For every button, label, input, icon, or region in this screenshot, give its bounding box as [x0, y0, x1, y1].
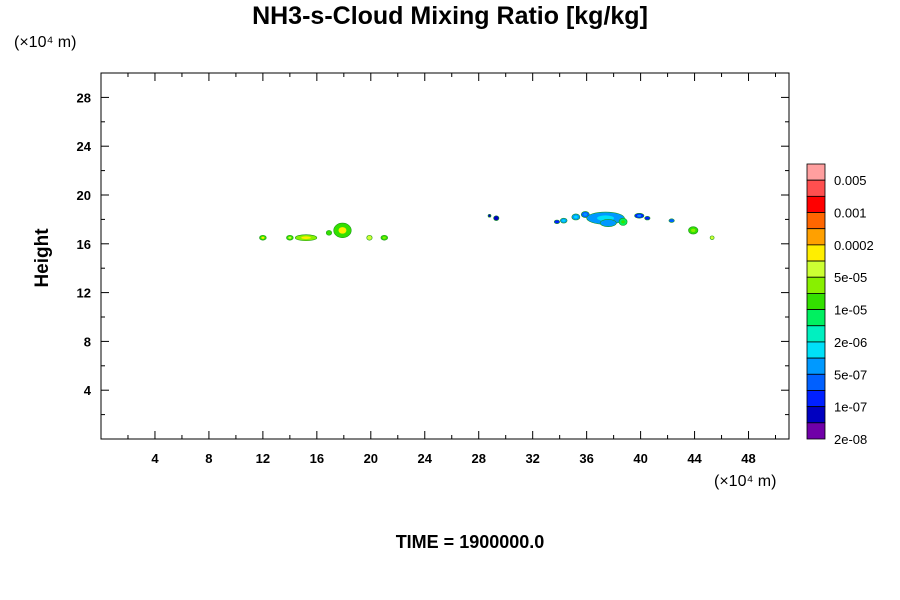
cloud-patch: [487, 213, 492, 218]
x-tick-label: 4: [151, 451, 159, 466]
colorbar-label: 0.001: [834, 206, 867, 221]
colorbar-label: 0.005: [834, 173, 867, 188]
x-tick-label: 24: [418, 451, 433, 466]
colorbar-swatch: [806, 163, 826, 181]
colorbar-swatch: [806, 228, 826, 246]
colorbar-label: 0.0002: [834, 238, 874, 253]
y-tick-label: 4: [84, 383, 92, 398]
colorbar-label: 1e-07: [834, 400, 867, 415]
time-readout: TIME = 1900000.0: [395, 532, 545, 552]
cloud-core: [691, 228, 696, 233]
y-tick-label: 16: [77, 237, 91, 252]
x-axis: 4 8 12 16 20 24 28 32 36 40 44 48: [127, 73, 777, 466]
cloud-core: [382, 236, 386, 239]
colorbar-swatch: [806, 309, 826, 327]
cloud-core: [288, 236, 292, 239]
x-tick-label: 44: [687, 451, 702, 466]
cloud-core: [583, 213, 588, 216]
cloud-core: [604, 221, 612, 225]
colorbar-swatch: [806, 179, 826, 197]
chart-title: NH3-s-Cloud Mixing Ratio [kg/kg]: [252, 2, 648, 30]
colorbar-swatch: [806, 390, 826, 408]
cloud-core: [562, 219, 566, 222]
cloud-patch: [644, 216, 651, 221]
colorbar: 0.005 0.001 0.0002 5e-05 1e-05 2e-06 5e-07 1e-0…: [806, 163, 874, 447]
x-tick-label: 48: [741, 451, 755, 466]
cloud-patch: [366, 234, 373, 241]
colorbar-swatch: [806, 276, 826, 294]
cloud-patch: [325, 230, 332, 236]
x-tick-label: 16: [310, 451, 324, 466]
colorbar-label: 2e-06: [834, 335, 867, 350]
colorbar-swatch: [806, 195, 826, 213]
cloud-core: [261, 236, 265, 239]
y-axis: 4 8 12 16 20 24 28: [77, 90, 789, 416]
y-tick-label: 12: [77, 286, 91, 301]
colorbar-label: 2e-08: [834, 432, 867, 447]
cloud-field: [259, 211, 715, 242]
colorbar-swatch: [806, 406, 826, 424]
y-tick-label: 8: [84, 334, 91, 349]
colorbar-swatch: [806, 357, 826, 375]
x-axis-unit: (×10⁴ m): [714, 473, 777, 490]
colorbar-swatch: [806, 244, 826, 262]
y-axis-unit: (×10⁴ m): [14, 34, 77, 51]
colorbar-swatch: [806, 341, 826, 359]
y-tick-label: 28: [77, 90, 91, 105]
x-tick-label: 32: [525, 451, 539, 466]
colorbar-swatch: [806, 212, 826, 230]
colorbar-swatch: [806, 325, 826, 343]
x-tick-label: 40: [633, 451, 647, 466]
colorbar-swatch: [806, 422, 826, 440]
cloud-patch: [668, 218, 675, 223]
cloud-patch: [553, 219, 560, 224]
cloud-core: [637, 214, 642, 217]
x-tick-label: 36: [579, 451, 593, 466]
colorbar-label: 5e-05: [834, 270, 867, 285]
cloud-patch: [709, 235, 715, 240]
colorbar-swatch: [806, 293, 826, 310]
colorbar-swatch: [806, 373, 826, 391]
y-tick-label: 20: [77, 188, 91, 203]
x-tick-label: 12: [256, 451, 270, 466]
y-tick-label: 24: [77, 139, 92, 154]
cloud-core: [301, 236, 311, 240]
colorbar-swatch: [806, 260, 826, 278]
cloud-core: [621, 220, 625, 224]
cloud-patch: [493, 215, 500, 221]
cloud-core: [574, 215, 578, 219]
colorbar-label: 5e-07: [834, 367, 867, 382]
colorbar-label: 1e-05: [834, 303, 867, 318]
x-tick-label: 28: [471, 451, 485, 466]
x-tick-label: 20: [364, 451, 378, 466]
plot-frame: [100, 72, 790, 440]
cloud-core: [338, 227, 347, 234]
x-tick-label: 8: [205, 451, 212, 466]
